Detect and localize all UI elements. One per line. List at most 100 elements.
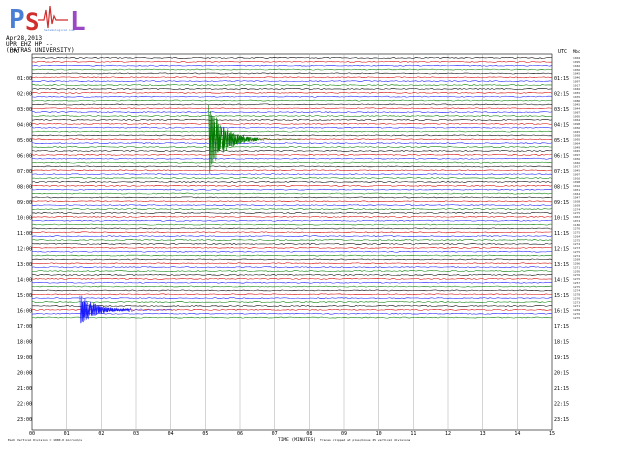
hour-label-left: 21:00 — [17, 386, 32, 392]
right-col-value: 1056 — [573, 157, 580, 161]
right-col-value: 1276 — [573, 273, 580, 277]
right-col-value: 1056 — [573, 68, 580, 72]
right-col-value: 1017 — [573, 165, 580, 169]
hour-label-right: 19:15 — [554, 355, 569, 361]
right-col-value: 1086 — [573, 99, 580, 103]
right-col-value: 1047 — [573, 196, 580, 200]
hour-label-right: 03:15 — [554, 107, 569, 113]
right-col-value: 1275 — [573, 238, 580, 242]
right-col-value: 1035 — [573, 95, 580, 99]
x-tick-label: 04 — [168, 431, 174, 437]
seismic-trace — [31, 316, 553, 319]
seismic-trace — [31, 258, 553, 261]
seismic-trace — [31, 122, 553, 125]
seismic-trace — [31, 289, 553, 292]
hour-label-left: 14:00 — [17, 278, 32, 284]
hour-label-left: 20:00 — [17, 371, 32, 377]
seismic-trace — [31, 250, 553, 253]
right-col-value: 1046 — [573, 64, 580, 68]
seismic-trace — [31, 297, 553, 300]
seismic-trace — [31, 84, 553, 86]
seismic-trace — [31, 223, 553, 226]
hour-label-left: 07:00 — [17, 169, 32, 175]
x-tick-label: 05 — [202, 431, 208, 437]
seismic-trace — [31, 204, 553, 206]
seismic-trace — [31, 134, 553, 137]
psl-logo: P S L Seismological Lab — [9, 5, 86, 34]
hour-label-right: 09:15 — [554, 200, 569, 206]
hour-label-left: 13:00 — [17, 262, 32, 268]
right-col-value: 1046 — [573, 87, 580, 91]
hour-label-right: 17:15 — [554, 324, 569, 330]
hour-label-right: 18:15 — [554, 340, 569, 346]
traces — [31, 57, 553, 319]
right-col-value: 1274 — [573, 242, 580, 246]
x-tick-label: 15 — [549, 431, 555, 437]
right-col-value: 1045 — [573, 149, 580, 153]
hour-label-left: 18:00 — [17, 340, 32, 346]
seismic-trace — [31, 177, 553, 179]
seismic-trace — [31, 274, 553, 276]
x-tick-label: 09 — [341, 431, 347, 437]
x-tick-label: 00 — [29, 431, 35, 437]
x-tick-label: 14 — [514, 431, 520, 437]
seismic-trace — [31, 305, 553, 307]
scale-note: Each Vertical Division = 1000.0 microcm/… — [8, 438, 82, 442]
seismic-trace — [31, 130, 553, 133]
hour-label-right: 11:15 — [554, 231, 569, 237]
right-col-value: 1097 — [573, 172, 580, 176]
event-1 — [208, 104, 259, 173]
hour-label-left: 01:00 — [17, 76, 32, 82]
seismic-trace — [31, 215, 553, 218]
seismic-trace — [31, 119, 553, 121]
x-tick-label: 07 — [272, 431, 278, 437]
right-col-value: 1016 — [573, 184, 580, 188]
seismic-trace — [31, 188, 553, 191]
right-col-value: 1274 — [573, 254, 580, 258]
right-col-value: 1039 — [573, 203, 580, 207]
seismic-trace — [31, 235, 553, 238]
right-col-value: 1257 — [573, 281, 580, 285]
hour-label-left: 10:00 — [17, 216, 32, 222]
right-col-value: 1046 — [573, 161, 580, 165]
seismic-trace — [31, 88, 553, 90]
hour-label-left: 09:00 — [17, 200, 32, 206]
right-col-value: 1045 — [573, 169, 580, 173]
seismic-trace — [31, 208, 553, 210]
right-col-value: 1074 — [573, 219, 580, 223]
x-tick-label: 12 — [445, 431, 451, 437]
seismic-trace — [31, 262, 553, 265]
right-col-value: 1274 — [573, 289, 580, 293]
hour-label-right: 16:15 — [554, 309, 569, 315]
seismic-trace — [31, 165, 553, 168]
event-1-coda — [253, 137, 301, 142]
right-col-value: 1098 — [573, 122, 580, 126]
seismic-trace — [31, 72, 553, 75]
right-col-value: 1095 — [573, 114, 580, 118]
seismic-trace — [31, 181, 553, 183]
right-col-value: 1095 — [573, 138, 580, 142]
header-station: UPR EHZ HP -- — [6, 41, 53, 48]
seismic-trace — [31, 301, 553, 303]
right-col-value: 1058 — [573, 134, 580, 138]
seismic-trace — [31, 243, 553, 245]
hour-label-left: 06:00 — [17, 154, 32, 160]
seismic-trace — [31, 107, 553, 110]
right-col-value: 1275 — [573, 250, 580, 254]
right-col-value: 1275 — [573, 211, 580, 215]
plot-frame — [31, 53, 553, 431]
seismic-trace — [31, 91, 553, 94]
right-col-value: 1273 — [573, 300, 580, 304]
seismic-trace — [31, 150, 553, 152]
right-col-value: 1049 — [573, 145, 580, 149]
hour-label-right: 23:15 — [554, 417, 569, 423]
seismic-trace — [31, 212, 553, 214]
right-col-title: Mbc — [573, 49, 581, 54]
logo-subtitle: Seismological Lab — [44, 28, 75, 32]
right-col-value: 1064 — [573, 118, 580, 122]
event-2 — [79, 295, 130, 324]
right-col-value: 1295 — [573, 269, 580, 273]
seismic-trace — [31, 99, 553, 102]
hour-label-right: 08:15 — [554, 185, 569, 191]
